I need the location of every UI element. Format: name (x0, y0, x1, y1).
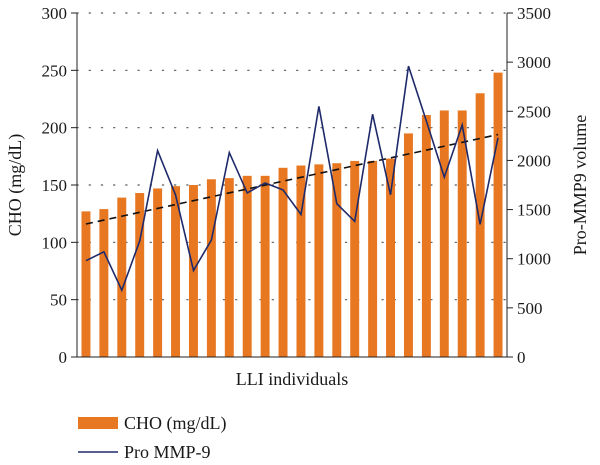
left-tick-label: 50 (50, 291, 67, 310)
left-tick-label: 300 (42, 4, 68, 23)
left-tick-label: 200 (42, 119, 68, 138)
x-axis-label: LLI individuals (236, 369, 348, 389)
bar (386, 158, 396, 357)
bar (421, 115, 431, 357)
series-line (85, 65, 499, 293)
bar (242, 175, 252, 357)
left-tick-label: 0 (59, 348, 68, 367)
bar (296, 165, 306, 357)
left-tick-label: 100 (42, 233, 68, 252)
bar (206, 179, 216, 357)
right-tick-label: 2500 (517, 102, 551, 121)
bar (153, 188, 163, 357)
left-tick-label: 150 (42, 176, 68, 195)
bar (475, 93, 485, 358)
bar (81, 211, 91, 357)
bar (457, 110, 467, 357)
trendline-segment (85, 133, 499, 225)
right-axis-ticks: 0 500 1000 1500 2000 2500 3000 3500 (507, 4, 551, 367)
bar (314, 164, 324, 357)
left-tick-label: 250 (42, 61, 68, 80)
bar (368, 160, 378, 357)
legend-label-pro-mmp9: Pro MMP-9 (124, 442, 211, 462)
bar (171, 186, 181, 357)
right-tick-label: 3000 (517, 53, 551, 72)
bar (332, 163, 342, 357)
bar (224, 178, 234, 357)
left-axis-ticks: 0 50 100 150 200 250 300 (42, 4, 77, 367)
legend-label-cho: CHO (mg/dL) (124, 413, 227, 434)
right-tick-label: 2000 (517, 151, 551, 170)
legend-swatch-cho (78, 417, 118, 429)
bar (350, 160, 360, 357)
bar (260, 175, 270, 357)
bar (135, 193, 145, 357)
bar (99, 209, 109, 357)
right-tick-label: 500 (517, 299, 543, 318)
right-tick-label: 3500 (517, 4, 551, 23)
right-tick-label: 1000 (517, 250, 551, 269)
right-tick-label: 1500 (517, 201, 551, 220)
left-axis-label: CHO (mg/dL) (5, 134, 26, 237)
right-tick-label: 0 (517, 348, 526, 367)
right-axis-label: Pro-MMP9 volume (570, 115, 590, 256)
bar (439, 110, 449, 357)
legend: CHO (mg/dL) Pro MMP-9 (78, 413, 227, 462)
trendline (85, 133, 499, 225)
bar (493, 72, 503, 358)
line-series-pro-mmp9 (85, 65, 499, 293)
bar (403, 133, 413, 357)
bar (278, 167, 288, 357)
bar (117, 197, 127, 357)
